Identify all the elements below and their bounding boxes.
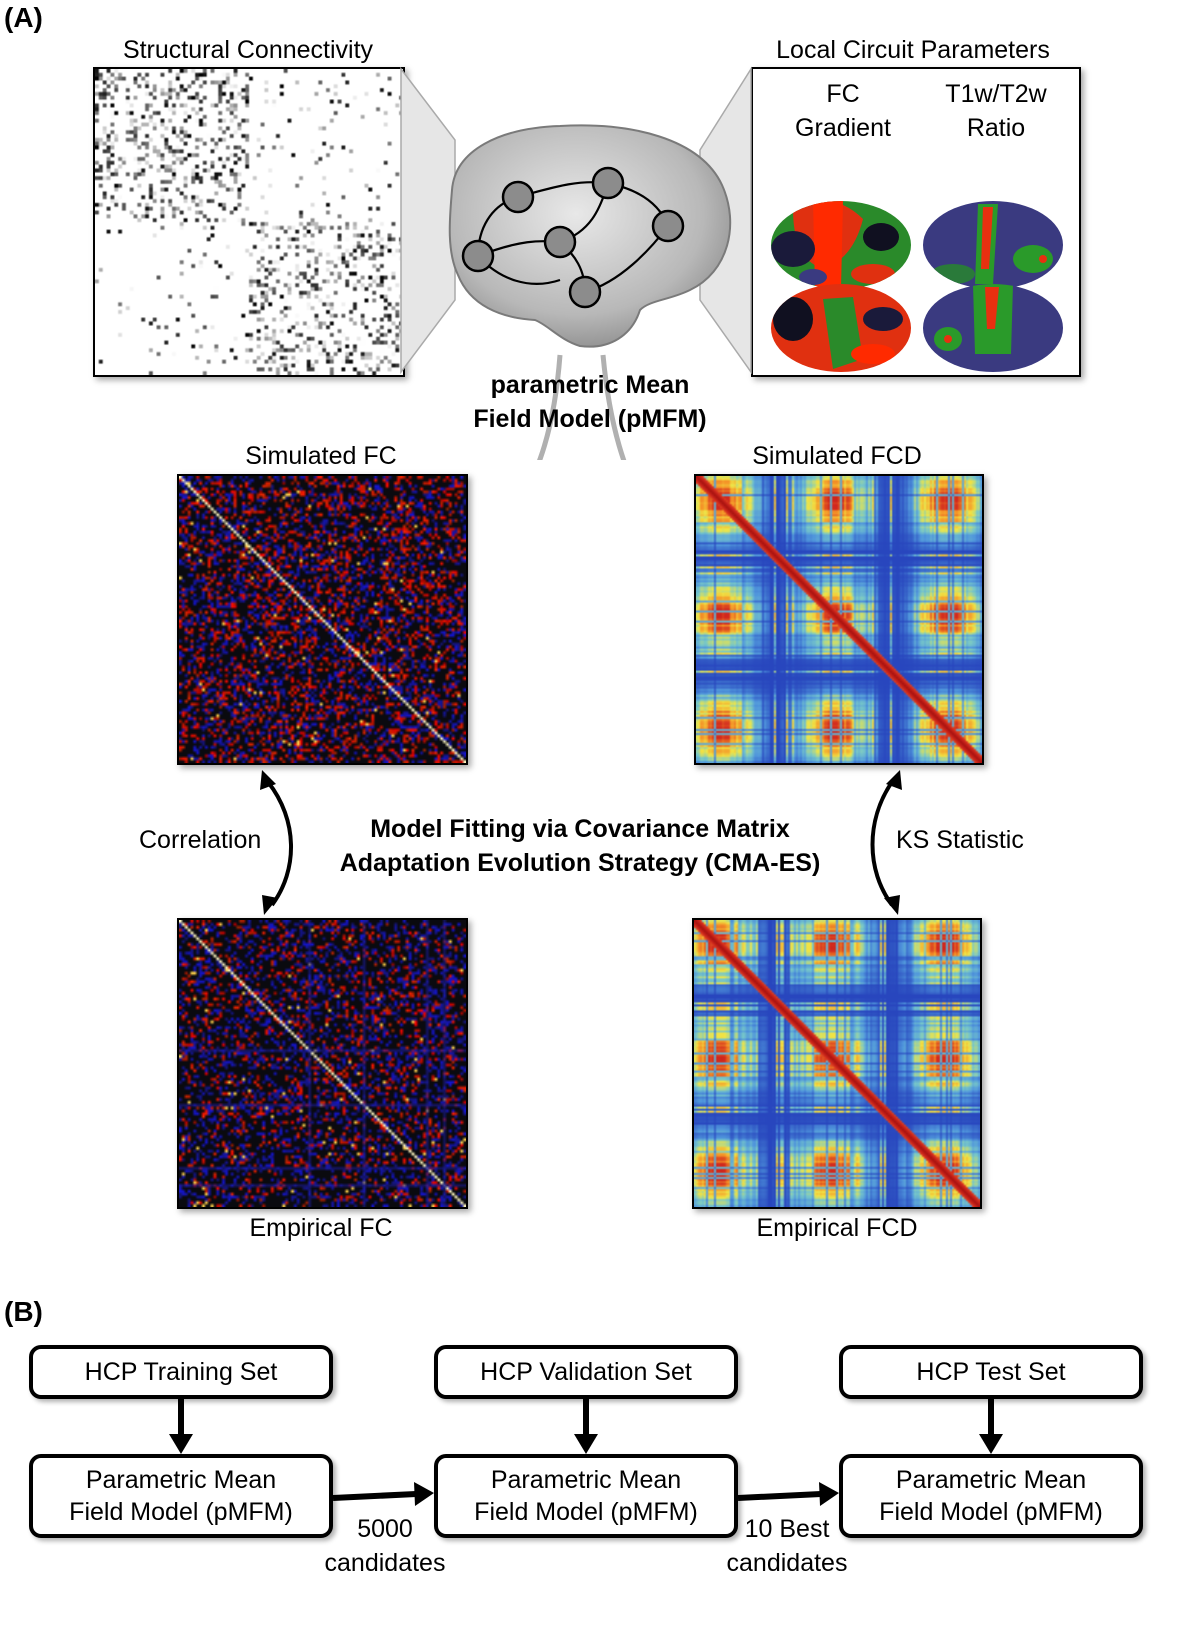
pmfm-test-box: Parametric Mean Field Model (pMFM): [839, 1454, 1143, 1538]
simulated-fcd-title: Simulated FCD: [752, 442, 922, 470]
transition-5000-candidates: 5000 candidates: [324, 1515, 446, 1577]
correlation-arrow: [266, 780, 293, 907]
zoom-connector-left: [400, 66, 456, 375]
structural-connectivity-matrix: [93, 67, 405, 377]
empirical-fc-title: Empirical FC: [249, 1214, 393, 1242]
arrow-to-simulated-fcd: [600, 354, 627, 460]
empirical-fcd-matrix: [692, 918, 982, 1209]
transition-10-best-candidates: 10 Best candidates: [726, 1515, 848, 1577]
right-arrow-10-best: [737, 1482, 839, 1506]
flowchart-arrows: [169, 1399, 1003, 1506]
model-fitting-title: Model Fitting via Covariance Matrix Adap…: [339, 815, 821, 877]
fc-gradient-lateral-map: [771, 201, 911, 289]
t1w-t2w-lateral-map: [923, 201, 1063, 289]
down-arrow-training: [169, 1399, 193, 1454]
ks-statistic-label: KS Statistic: [896, 826, 1024, 854]
panel-a-label: (A): [4, 2, 43, 33]
simulated-fc-matrix: [177, 474, 468, 765]
hcp-validation-set-box: HCP Validation Set: [434, 1345, 738, 1399]
correlation-label: Correlation: [139, 826, 262, 854]
right-arrow-5000: [332, 1482, 434, 1506]
hcp-training-set-box: HCP Training Set: [29, 1345, 333, 1399]
cortical-surface-maps: [771, 201, 1063, 372]
panel-b-label: (B): [4, 1296, 43, 1327]
pmfm-title: parametric Mean Field Model (pMFM): [473, 371, 707, 433]
structural-connectivity-title: Structural Connectivity: [122, 36, 374, 64]
down-arrow-test: [979, 1399, 1003, 1454]
pmfm-training-box: Parametric Mean Field Model (pMFM): [29, 1454, 333, 1538]
simulated-fcd-matrix: [694, 474, 984, 765]
ks-statistic-arrow: [870, 780, 894, 907]
t1w-t2w-ratio-label: T1w/T2w Ratio: [945, 80, 1047, 142]
down-arrow-validation: [574, 1399, 598, 1454]
hcp-test-set-box: HCP Test Set: [839, 1345, 1143, 1399]
brain-network-graphic: [400, 66, 752, 460]
arrow-to-simulated-fc: [536, 354, 563, 460]
local-circuit-parameters-title: Local Circuit Parameters: [776, 36, 1050, 64]
fc-gradient-medial-map: [771, 284, 911, 372]
empirical-fcd-title: Empirical FCD: [756, 1214, 918, 1242]
fitting-arrows: [260, 770, 902, 915]
network-nodes: [461, 166, 685, 309]
local-circuit-parameters-panel: FC Gradient T1w/T2w Ratio: [751, 67, 1081, 377]
fc-gradient-label: FC Gradient: [795, 80, 891, 142]
simulated-fc-title: Simulated FC: [245, 442, 397, 470]
brain-icon: [448, 124, 732, 348]
t1w-t2w-medial-map: [923, 284, 1063, 372]
pmfm-validation-box: Parametric Mean Field Model (pMFM): [434, 1454, 738, 1538]
empirical-fc-matrix: [177, 918, 468, 1209]
